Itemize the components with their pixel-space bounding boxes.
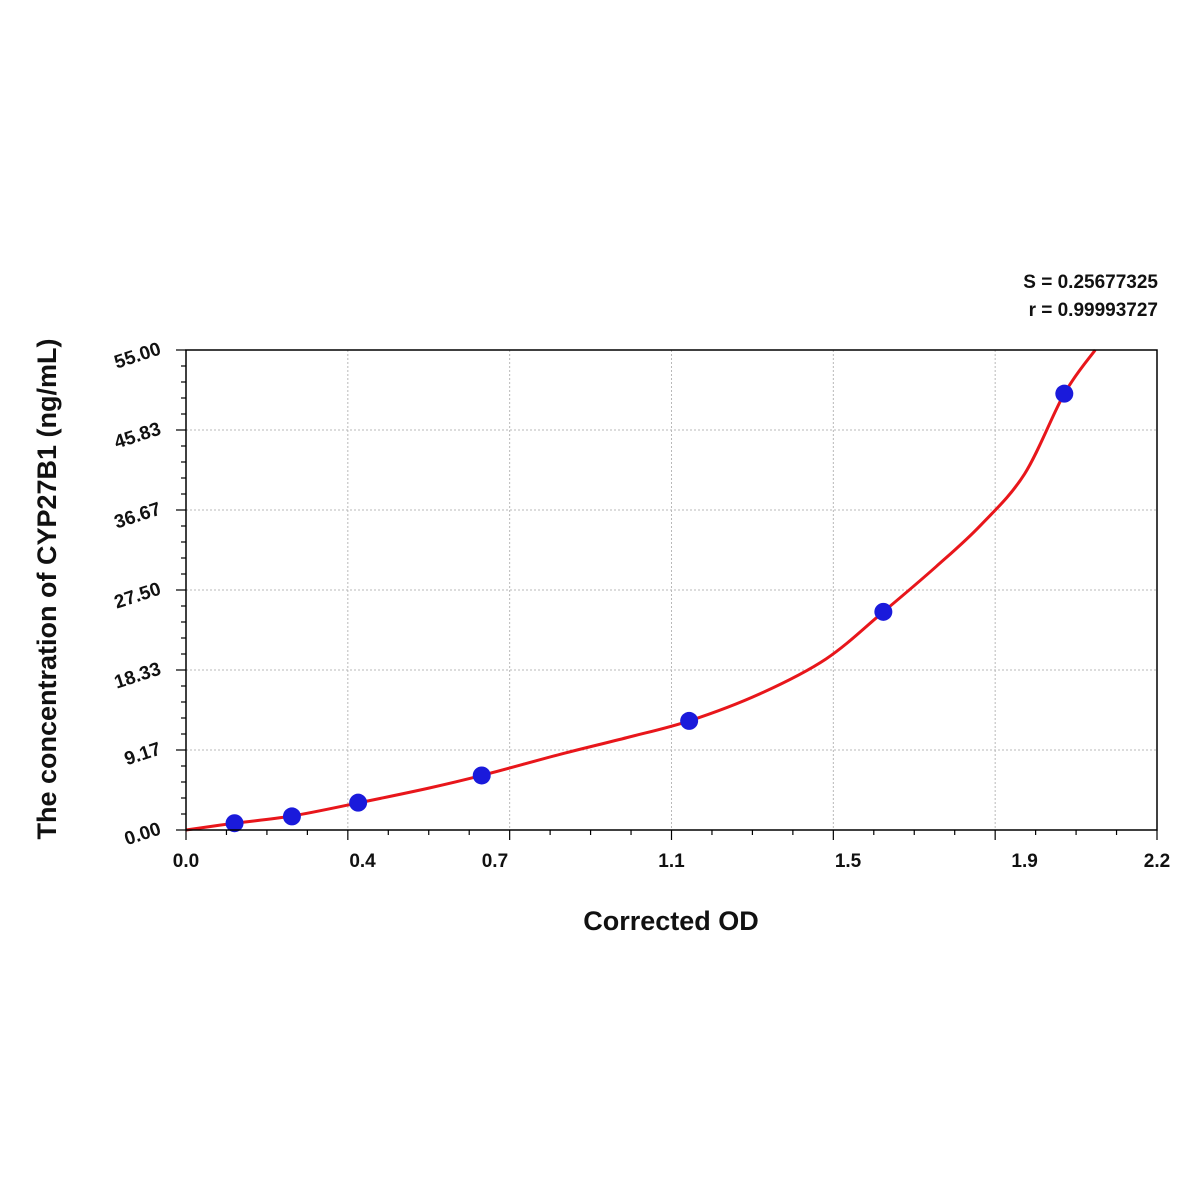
data-point: [874, 602, 893, 621]
y-tick-label: 18.33: [112, 659, 164, 694]
grid-lines: [186, 350, 1157, 830]
x-tick-label: 1.9: [1011, 851, 1037, 872]
x-tick-label: 0.4: [349, 851, 376, 872]
y-tick-label: 27.50: [112, 579, 164, 614]
data-point: [1055, 384, 1074, 403]
y-axis-title: The concentration of CYP27B1 (ng/mL): [32, 338, 62, 839]
y-tick-label: 9.17: [122, 739, 164, 770]
x-tick-label: 0.7: [482, 851, 508, 872]
x-tick-label: 2.2: [1144, 851, 1170, 872]
y-tick-label: 36.67: [112, 499, 164, 534]
y-tick-label: 45.83: [112, 419, 164, 454]
data-point: [680, 711, 699, 730]
data-point: [349, 793, 368, 812]
r-statistic: r = 0.99993727: [1028, 300, 1158, 321]
x-tick-labels: 0.0 0.4 0.7 1.1 1.5 1.9 2.2: [173, 851, 1170, 872]
s-statistic: S = 0.25677325: [1023, 272, 1158, 293]
x-tick-label: 0.0: [173, 851, 199, 872]
y-tick-labels: 0.00 9.17 18.33 27.50 36.67 45.83 55.00: [112, 339, 164, 850]
y-tick-label: 55.00: [112, 339, 164, 374]
data-points-layer: [225, 384, 1074, 833]
data-point: [472, 766, 491, 785]
y-tick-label: 0.00: [122, 819, 164, 850]
data-point: [282, 807, 301, 826]
x-tick-label: 1.5: [835, 851, 862, 872]
x-tick-label: 1.1: [658, 851, 685, 872]
data-point: [225, 814, 244, 833]
axis-ticks: [176, 349, 1158, 840]
x-axis-title: Corrected OD: [583, 906, 759, 936]
